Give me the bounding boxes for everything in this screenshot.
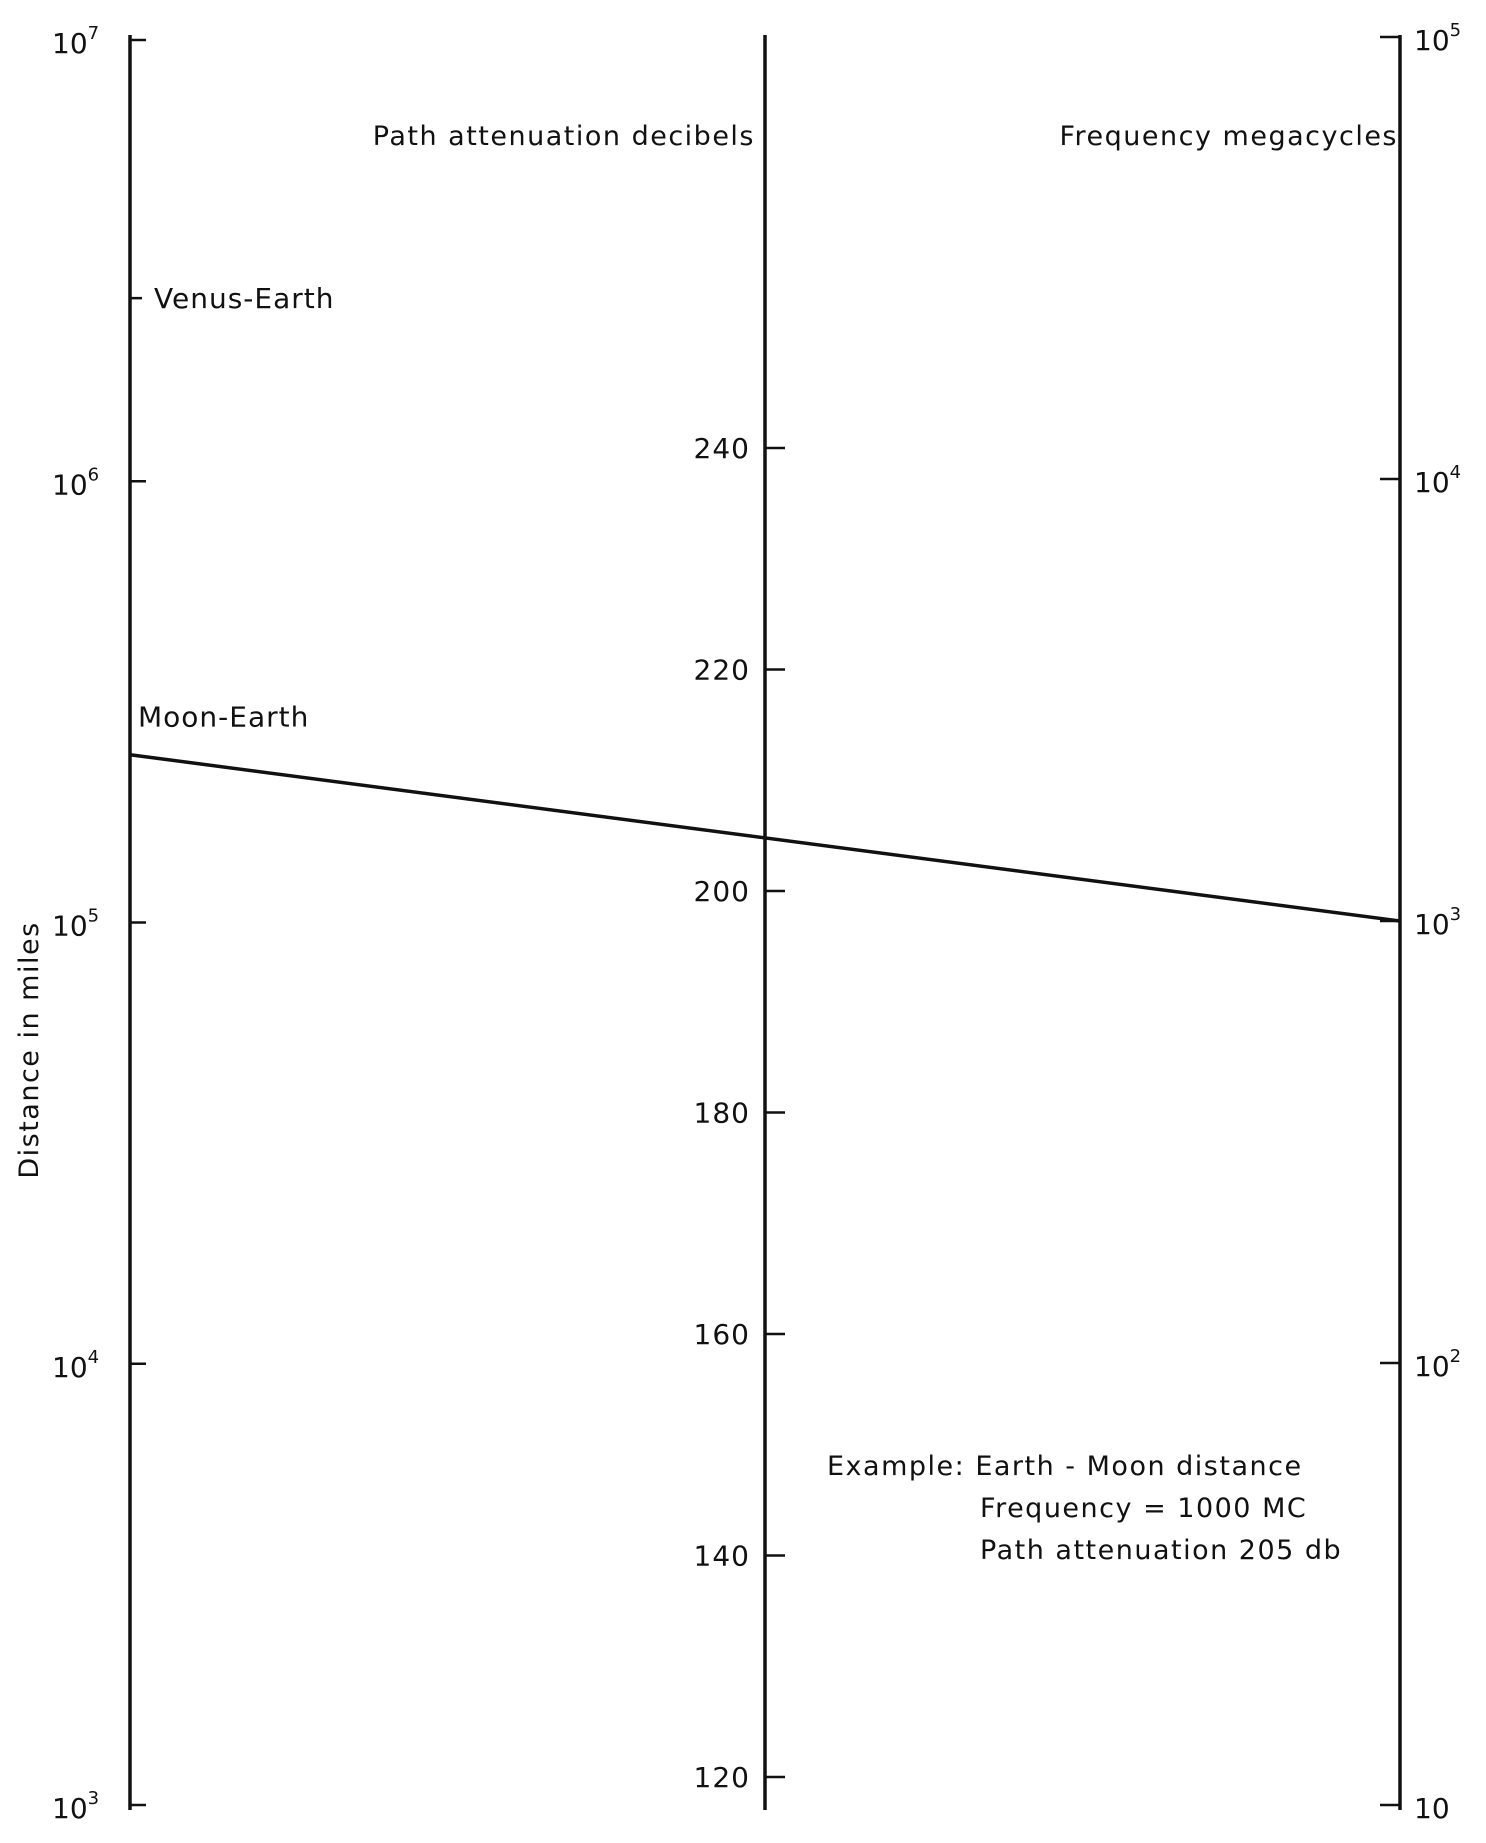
frequency-tick-label: 10 bbox=[1414, 1792, 1450, 1825]
venus-earth-label: Venus-Earth bbox=[154, 282, 334, 315]
example-note-line: Path attenuation 205 db bbox=[980, 1535, 1342, 1566]
distance-tick-label: 105 bbox=[52, 906, 99, 943]
attenuation-tick-label: 200 bbox=[694, 875, 750, 908]
distance-tick-label: 106 bbox=[52, 464, 99, 501]
distance-tick-label: 104 bbox=[52, 1347, 99, 1384]
attenuation-tick-label: 120 bbox=[694, 1761, 750, 1794]
distance-axis-title: Distance in miles bbox=[14, 921, 45, 1178]
frequency-tick-label: 105 bbox=[1414, 20, 1461, 57]
attenuation-axis-title: Path attenuation decibels bbox=[373, 121, 755, 152]
frequency-tick-label: 102 bbox=[1414, 1346, 1461, 1383]
attenuation-tick-label: 140 bbox=[694, 1540, 750, 1573]
attenuation-tick-label: 160 bbox=[694, 1318, 750, 1351]
example-note-line: Frequency = 1000 MC bbox=[980, 1493, 1307, 1524]
example-note-line: Example: Earth - Moon distance bbox=[827, 1451, 1303, 1482]
attenuation-tick-label: 220 bbox=[694, 654, 750, 687]
moon-earth-label: Moon-Earth bbox=[138, 701, 309, 734]
frequency-tick-label: 104 bbox=[1414, 462, 1461, 499]
example-isopleth-line bbox=[129, 752, 1401, 923]
frequency-tick-label: 103 bbox=[1414, 904, 1461, 941]
distance-tick-label: 103 bbox=[52, 1788, 99, 1825]
attenuation-tick-label: 180 bbox=[694, 1097, 750, 1130]
distance-tick-label: 107 bbox=[52, 23, 99, 60]
attenuation-tick-label: 240 bbox=[694, 432, 750, 465]
frequency-axis-title: Frequency megacycles bbox=[1059, 121, 1398, 152]
